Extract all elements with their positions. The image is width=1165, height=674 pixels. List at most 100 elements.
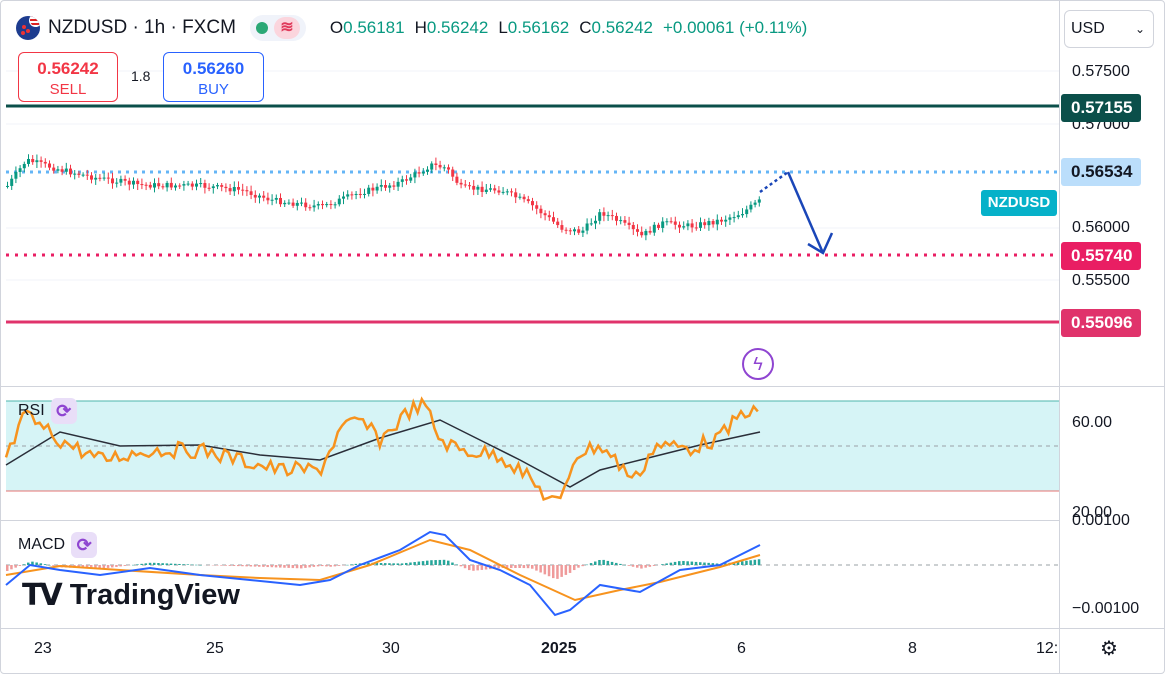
candle-body [312, 205, 316, 208]
settings-icon[interactable]: ⚙ [1100, 638, 1118, 660]
candle-body [148, 184, 152, 188]
price-axis-divider [1059, 0, 1060, 674]
candle-body [715, 219, 719, 225]
macd-histogram-bar [514, 565, 517, 568]
candle-body [753, 202, 757, 205]
candle-body [531, 201, 534, 206]
time-axis-label: 30 [382, 640, 400, 657]
macd-histogram-bar [291, 565, 295, 569]
candle-body [615, 215, 618, 221]
rsi-line [4, 396, 759, 501]
reload-icon[interactable]: ⟳ [50, 398, 77, 424]
candle-body [329, 204, 333, 206]
candle-body [594, 220, 597, 224]
candle-body [56, 169, 60, 171]
candle-body [119, 178, 123, 183]
pane-divider-rsi[interactable] [0, 386, 1165, 387]
level-tag-top[interactable]: 0.57155 [1061, 94, 1141, 122]
ohlc-low-value: 0.56162 [507, 18, 570, 37]
candle-body [745, 209, 749, 215]
macd-histogram-bar [316, 565, 320, 567]
time-axis-label: 23 [34, 640, 52, 657]
spread-value: 1.8 [131, 68, 151, 84]
buy-button[interactable]: 0.56260 BUY [163, 52, 264, 102]
macd-histogram-bar [602, 559, 605, 565]
candle-body [316, 204, 320, 206]
candle-body [442, 167, 446, 169]
candle-body [682, 226, 686, 228]
level-tag-current[interactable]: 0.56534 [1061, 158, 1141, 186]
sell-button[interactable]: 0.56242 SELL [18, 52, 118, 102]
tradingview-logo[interactable]: TV TradingView [22, 578, 240, 613]
macd-histogram-bar [337, 565, 341, 566]
macd-histogram-bar [594, 561, 597, 565]
time-axis-label: 6 [737, 640, 746, 657]
candle-body [678, 224, 681, 228]
candle-body [14, 171, 18, 179]
candle-body [463, 184, 467, 186]
macd-histogram-bar [43, 564, 47, 565]
macd-histogram-bar [711, 563, 715, 565]
candle-body [699, 222, 702, 228]
time-axis-label: 25 [206, 640, 224, 657]
macd-histogram-bar [270, 565, 274, 568]
macd-histogram-bar [644, 565, 647, 568]
candle-body [451, 169, 455, 177]
candle-body [409, 177, 413, 181]
chevron-down-icon: ⌄ [1134, 22, 1145, 36]
macd-histogram-bar [715, 563, 719, 565]
macd-histogram-bar [10, 565, 13, 570]
level-tag-bottom[interactable]: 0.55096 [1061, 309, 1141, 337]
macd-histogram-bar [6, 565, 9, 571]
candle-body [241, 189, 245, 191]
macd-histogram-bar [694, 561, 698, 565]
macd-histogram-bar [279, 565, 282, 568]
market-status-pill[interactable]: ≋ [249, 15, 306, 41]
candle-body [174, 185, 177, 188]
level-tag-target[interactable]: 0.55740 [1061, 242, 1141, 270]
candle-body [388, 185, 392, 188]
pane-divider-macd[interactable] [0, 520, 1060, 521]
macd-histogram-bar [220, 565, 223, 566]
candle-body [39, 160, 43, 162]
lightning-icon[interactable]: ϟ [742, 348, 774, 380]
price-axis-label: 0.55500 [1072, 272, 1130, 289]
candle-body [589, 223, 593, 225]
macd-histogram-bar [392, 563, 395, 565]
candle-body [518, 196, 522, 198]
macd-histogram-bar [539, 565, 542, 573]
macd-histogram-bar [157, 563, 160, 565]
macd-histogram-bar [568, 565, 572, 573]
reload-icon[interactable]: ⟳ [71, 532, 98, 558]
macd-histogram-bar [119, 565, 122, 567]
macd-histogram-bar [749, 560, 752, 565]
macd-histogram-bar [258, 565, 261, 567]
macd-histogram-bar [543, 565, 547, 575]
macd-histogram-bar [287, 565, 290, 568]
macd-histogram-bar [325, 565, 328, 567]
macd-histogram-bar [552, 565, 555, 579]
macd-histogram [6, 559, 761, 579]
macd-histogram-bar [598, 559, 601, 565]
candle-body [535, 205, 539, 209]
macd-histogram-bar [174, 563, 177, 565]
candle-body [552, 217, 555, 222]
macd-histogram-bar [115, 565, 118, 567]
candle-body [728, 217, 732, 220]
symbol-title[interactable]: NZDUSD · 1h · FXCM [48, 17, 236, 38]
macd-histogram-bar [224, 565, 227, 566]
macd-histogram-bar [535, 565, 538, 571]
currency-select[interactable]: USD ⌄ [1064, 10, 1154, 48]
indicator-wave-icon[interactable]: ≋ [273, 17, 300, 39]
macd-histogram-bar [526, 565, 530, 569]
candle-body [455, 176, 459, 183]
macd-histogram-bar [505, 565, 509, 568]
macd-signal-line [5, 538, 761, 602]
candle-body [203, 183, 207, 188]
macd-histogram-bar [510, 565, 513, 568]
candle-body [64, 168, 68, 172]
macd-line [5, 530, 761, 617]
macd-histogram-bar [161, 563, 164, 565]
macd-histogram-bar [741, 561, 744, 565]
